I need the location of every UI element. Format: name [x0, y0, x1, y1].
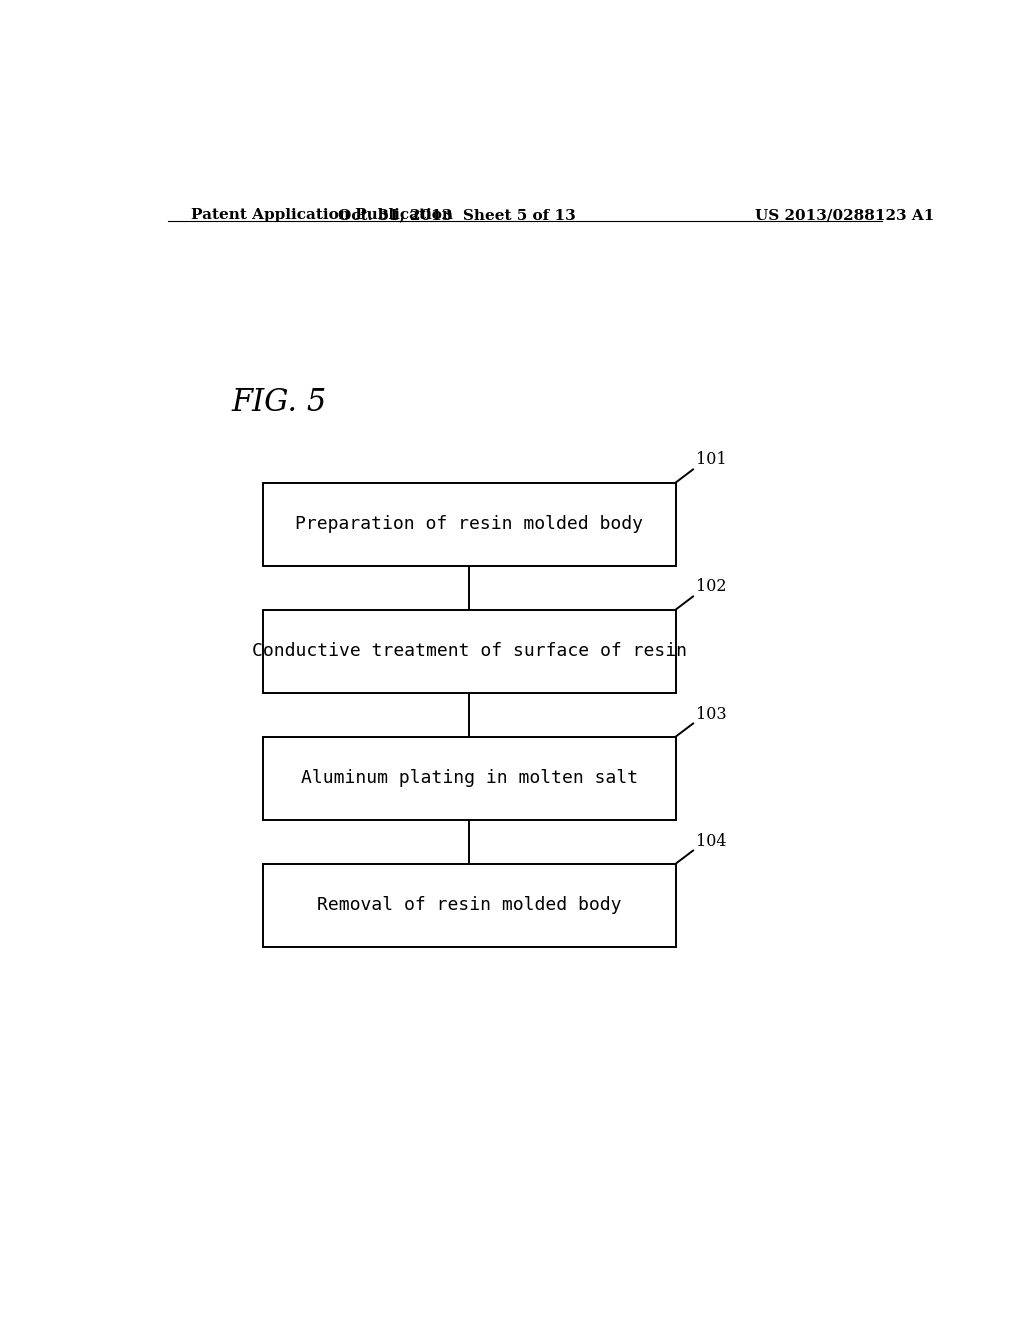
- Text: 102: 102: [696, 578, 727, 595]
- Text: Oct. 31, 2013  Sheet 5 of 13: Oct. 31, 2013 Sheet 5 of 13: [339, 209, 577, 222]
- Text: Aluminum plating in molten salt: Aluminum plating in molten salt: [301, 770, 638, 788]
- Text: FIG. 5: FIG. 5: [231, 387, 327, 418]
- Text: Preparation of resin molded body: Preparation of resin molded body: [295, 515, 643, 533]
- Text: US 2013/0288123 A1: US 2013/0288123 A1: [755, 209, 934, 222]
- FancyBboxPatch shape: [263, 737, 676, 820]
- Text: Patent Application Publication: Patent Application Publication: [191, 209, 454, 222]
- Text: 103: 103: [696, 705, 727, 722]
- FancyBboxPatch shape: [263, 610, 676, 693]
- FancyBboxPatch shape: [263, 483, 676, 566]
- Text: Removal of resin molded body: Removal of resin molded body: [317, 896, 622, 915]
- Text: 101: 101: [696, 451, 727, 469]
- FancyBboxPatch shape: [263, 863, 676, 948]
- Text: Conductive treatment of surface of resin: Conductive treatment of surface of resin: [252, 643, 687, 660]
- Text: 104: 104: [696, 833, 727, 850]
